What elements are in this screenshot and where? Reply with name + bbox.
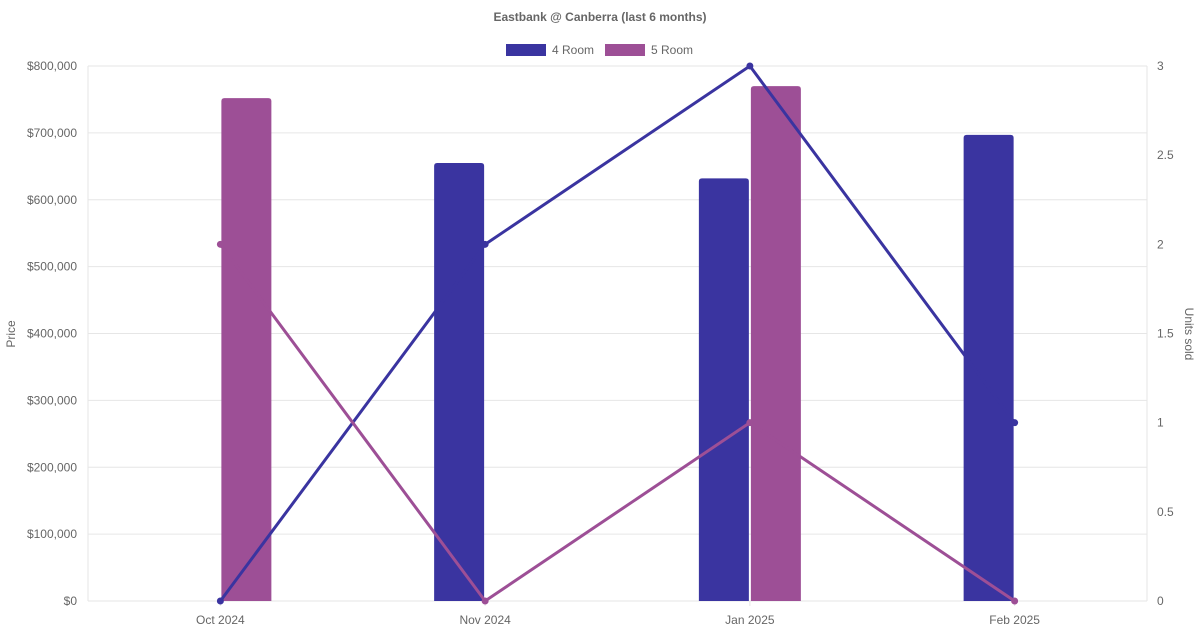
point-4-room-units-sold[interactable] <box>216 597 224 605</box>
left-tick-label: $700,000 <box>27 126 77 140</box>
legend-swatch-4-room <box>506 44 546 56</box>
x-axis-ticks: Oct 2024 Nov 2024 Jan 2025 Feb 2025 <box>196 601 1040 627</box>
bar-5-room[interactable] <box>221 98 272 601</box>
line-5-room-units-sold <box>219 243 1016 604</box>
right-tick-label: 0 <box>1157 594 1164 608</box>
point-5-room-units-sold[interactable] <box>746 419 754 427</box>
units-sold-lines <box>216 62 1019 605</box>
point-4-room-units-sold[interactable] <box>746 62 754 70</box>
right-tick-label: 1.5 <box>1157 327 1174 341</box>
legend-swatch-5-room <box>605 44 645 56</box>
legend: 4 Room 5 Room <box>506 43 693 57</box>
bar-5-room[interactable] <box>750 86 801 601</box>
point-4-room-units-sold[interactable] <box>481 240 489 248</box>
left-tick-label: $500,000 <box>27 260 77 274</box>
left-axis-title: Price <box>4 320 18 348</box>
point-4-room-units-sold[interactable] <box>1011 419 1019 427</box>
left-tick-label: $0 <box>64 594 78 608</box>
legend-item-4-room[interactable]: 4 Room <box>506 43 594 57</box>
point-5-room-units-sold[interactable] <box>1011 597 1019 605</box>
left-tick-label: $600,000 <box>27 193 77 207</box>
bar-4-room[interactable] <box>963 134 1014 601</box>
x-tick-label: Oct 2024 <box>196 613 245 627</box>
x-tick-label: Jan 2025 <box>725 613 775 627</box>
point-5-room-units-sold[interactable] <box>481 597 489 605</box>
left-axis-ticks: $0 $100,000 $200,000 $300,000 $400,000 $500,0… <box>27 59 77 608</box>
chart-title: Eastbank @ Canberra (last 6 months) <box>493 10 706 24</box>
left-tick-label: $100,000 <box>27 527 77 541</box>
legend-item-5-room[interactable]: 5 Room <box>605 43 693 57</box>
x-tick-label: Feb 2025 <box>989 613 1040 627</box>
price-bars <box>221 86 1014 601</box>
left-tick-label: $400,000 <box>27 327 77 341</box>
right-tick-label: 3 <box>1157 59 1164 73</box>
right-axis-title: Units sold <box>1182 308 1196 361</box>
left-tick-label: $300,000 <box>27 393 77 407</box>
left-tick-label: $800,000 <box>27 59 77 73</box>
right-tick-label: 2.5 <box>1157 148 1174 162</box>
right-tick-label: 1 <box>1157 416 1164 430</box>
bar-4-room[interactable] <box>434 162 485 601</box>
legend-label-5-room: 5 Room <box>651 43 693 57</box>
right-tick-label: 0.5 <box>1157 505 1174 519</box>
left-tick-label: $200,000 <box>27 460 77 474</box>
point-5-room-units-sold[interactable] <box>216 240 224 248</box>
right-tick-label: 2 <box>1157 237 1164 251</box>
bar-4-room[interactable] <box>698 178 749 601</box>
x-tick-label: Nov 2024 <box>459 613 511 627</box>
right-axis-ticks: 0 0.5 1 1.5 2 2.5 3 <box>1157 59 1174 608</box>
legend-label-4-room: 4 Room <box>552 43 594 57</box>
